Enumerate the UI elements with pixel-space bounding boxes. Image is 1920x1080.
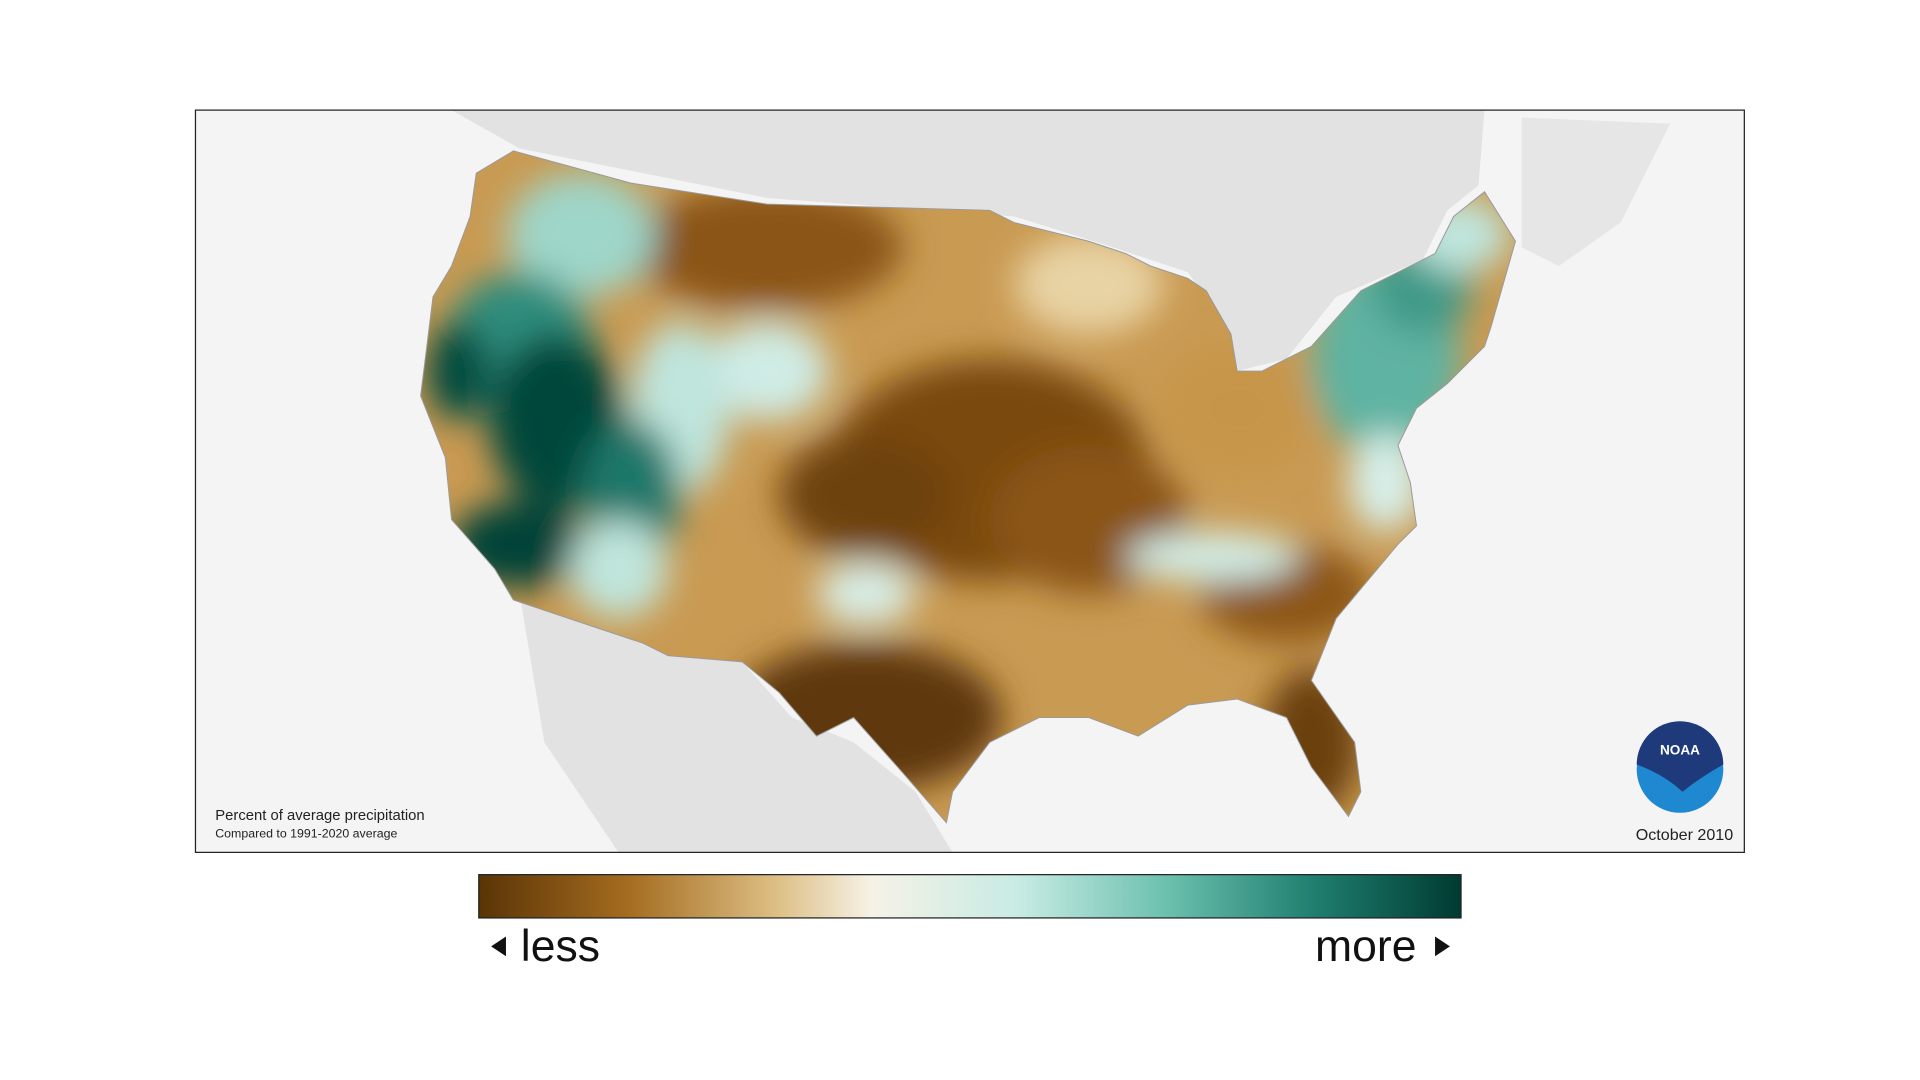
color-bar [478, 874, 1462, 919]
logo-text: NOAA [1660, 743, 1700, 758]
legend-high: more [1315, 922, 1416, 971]
map-frame [194, 109, 1745, 853]
map-date: October 2010 [1636, 826, 1733, 844]
noaa-logo: NOAA [1636, 721, 1724, 813]
legend-low: less [521, 922, 600, 971]
more-arrow [1435, 936, 1450, 957]
map-title: Percent of average precipitation [215, 808, 424, 824]
map-subtitle: Compared to 1991-2020 average [215, 827, 397, 841]
surrounding-land [451, 110, 1671, 853]
less-arrow [491, 936, 506, 957]
